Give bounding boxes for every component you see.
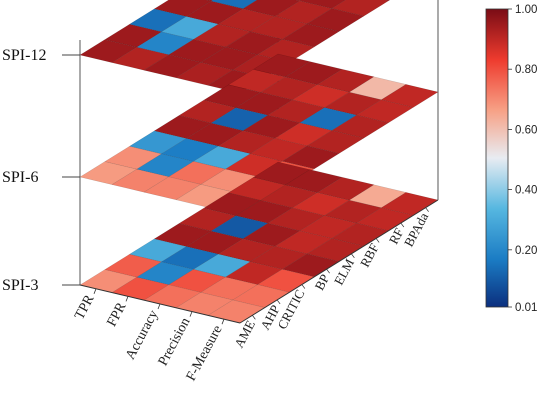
x-tick-label: Accuracy: [123, 308, 161, 362]
heatmap-cell: [331, 114, 390, 139]
colorbar: 0.01 0.20 0.40 0.60 0.80 1.00: [485, 4, 537, 314]
x-tick: [93, 288, 97, 294]
y-tick: [400, 222, 405, 228]
y-tick: [252, 315, 256, 320]
heatmap-cell: [384, 0, 391, 2]
y-axis-line: [239, 199, 439, 324]
y-tick: [375, 238, 380, 243]
heatmap-cell: [306, 130, 365, 154]
x-tick-label: FPR: [105, 300, 130, 330]
x-tick: [221, 319, 225, 325]
plane-spi-3: [79, 161, 439, 324]
x-tick: [125, 296, 129, 302]
x-tick: [157, 303, 161, 310]
colorbar-tick-label: 0.40: [515, 185, 537, 197]
colorbar-tick-label: 0.01: [515, 302, 537, 314]
colorbar-tick-label: 0.60: [515, 124, 537, 136]
y-tick: [301, 284, 306, 289]
x-tick-label: Precision: [156, 315, 194, 368]
heatmap-cell: [205, 0, 214, 2]
y-tick: [351, 253, 355, 259]
y-tick-label: BP: [312, 272, 333, 293]
y-tick: [276, 299, 281, 305]
heatmap-cell: [294, 0, 302, 2]
x-tick-label: F-Measure: [184, 323, 226, 384]
x-tick: [189, 311, 193, 317]
heatmap-cell: [331, 0, 390, 17]
y-tick: [425, 207, 429, 212]
heatmap-cell: [299, 0, 346, 9]
heatmap-cell: [281, 23, 340, 48]
heatmap-planes: [79, 0, 439, 324]
heatmap-cell: [306, 8, 365, 32]
y-tick-label: AME: [231, 318, 258, 351]
level-label: SPI-6: [2, 169, 38, 186]
colorbar-gradient: [485, 8, 509, 308]
y-tick: [326, 268, 330, 274]
y-tick-label: RF: [386, 225, 407, 246]
colorbar-tick-label: 1.00: [515, 4, 537, 16]
heatmap-cell: [380, 84, 439, 108]
colorbar-tick-label: 0.20: [515, 245, 537, 257]
level-label: SPI-12: [2, 47, 46, 64]
plane-spi-12: [79, 0, 391, 94]
level-label: SPI-3: [2, 277, 38, 294]
x-tick-label: TPR: [72, 292, 98, 322]
colorbar-tick-label: 0.80: [515, 64, 537, 76]
